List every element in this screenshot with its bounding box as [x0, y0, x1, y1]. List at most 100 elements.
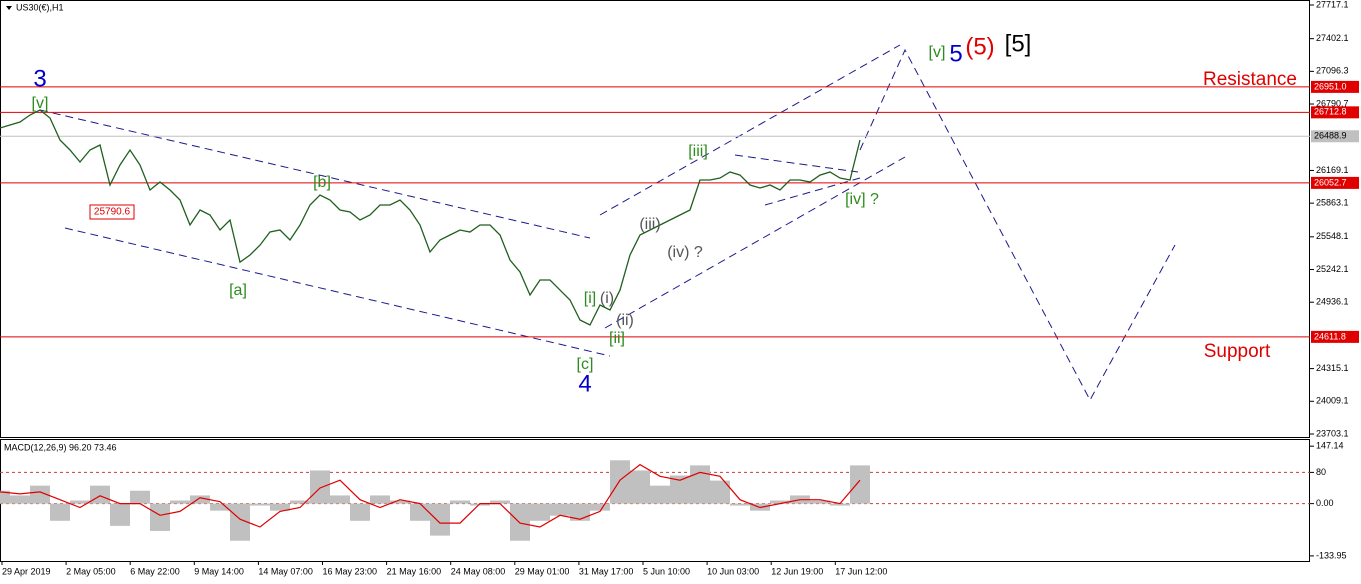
y-tick-label: 24315.1: [1316, 363, 1349, 373]
macd-bar: [530, 503, 550, 521]
macd-bar: [590, 503, 610, 511]
macd-bar: [390, 500, 410, 504]
x-tick-label: 16 May 23:00: [323, 566, 378, 576]
level-label-box: [1311, 176, 1359, 189]
y-tick-label: 24936.1: [1316, 297, 1349, 307]
price-note-box: [89, 204, 135, 220]
macd-bar: [690, 465, 710, 504]
x-tick-label: 6 May 22:00: [130, 566, 180, 576]
macd-bar: [830, 503, 850, 506]
x-tick-label: 24 May 08:00: [451, 566, 506, 576]
macd-bar: [610, 460, 630, 504]
price-line: [0, 109, 861, 326]
macd-bar: [450, 500, 470, 504]
macd-bar: [210, 503, 230, 511]
x-tick-label: 21 May 16:00: [387, 566, 442, 576]
wave-label: 25790.6: [94, 207, 131, 218]
x-tick-label: 9 May 14:00: [194, 566, 244, 576]
wave-label: [iii]: [688, 143, 708, 160]
price-panel: [0, 0, 1310, 438]
macd-bar: [410, 503, 430, 521]
x-tick-label: 17 Jun 12:00: [835, 566, 887, 576]
y-tick-label: 24009.1: [1316, 396, 1349, 406]
macd-bar: [50, 503, 70, 521]
macd-bar: [550, 503, 570, 516]
wave-label: [c]: [577, 356, 594, 373]
x-tick-label: 29 Apr 2019: [2, 566, 51, 576]
macd-bar: [350, 503, 370, 521]
macd-bar: [70, 500, 90, 504]
macd-bar: [330, 495, 350, 504]
y-tick-label: 23703.1: [1316, 428, 1349, 438]
level-label-box: [1311, 130, 1359, 143]
macd-bar: [370, 495, 390, 504]
x-tick-label: 31 May 17:00: [579, 566, 634, 576]
macd-bar: [190, 495, 210, 504]
macd-bar: [250, 503, 270, 506]
macd-bar: [650, 485, 670, 504]
macd-y-tick-label: 147.14: [1316, 441, 1344, 451]
y-tick-label: 27402.1: [1316, 33, 1349, 43]
x-tick-label: 14 May 07:00: [258, 566, 313, 576]
x-tick-label: 2 May 05:00: [66, 566, 116, 576]
wave-label: [b]: [313, 174, 331, 191]
symbol-header: US30(€),H1: [16, 2, 64, 12]
wave-label: Support: [1204, 341, 1271, 362]
wave-label: 4: [578, 370, 591, 397]
wave-label: (ii): [616, 312, 634, 329]
level-label-box: [1311, 106, 1359, 119]
x-tick-label: 12 Jun 19:00: [771, 566, 823, 576]
macd-bar: [490, 500, 510, 504]
y-tick-label: 25548.1: [1316, 231, 1349, 241]
macd-bar: [810, 500, 830, 504]
x-tick-label: 5 Jun 10:00: [643, 566, 690, 576]
level-label-box: [1311, 330, 1359, 343]
macd-bar: [310, 470, 330, 504]
level-label: 26712.8: [1314, 107, 1347, 117]
macd-bar: [90, 485, 110, 504]
y-tick-label: 26169.1: [1316, 165, 1349, 175]
y-tick-label: 27096.3: [1316, 66, 1349, 76]
macd-bar: [630, 470, 650, 504]
macd-title: MACD(12,26,9) 96.20 73.46: [4, 442, 117, 452]
menu-arrow: [6, 6, 12, 10]
wave-label: (i): [600, 290, 614, 307]
macd-bar: [770, 500, 790, 504]
wave-label: [ii]: [609, 330, 625, 347]
level-label: 24611.8: [1314, 331, 1346, 341]
wave-label: [i]: [584, 290, 596, 307]
macd-bar: [730, 503, 750, 506]
wave-label: [a]: [229, 282, 247, 299]
macd-bar: [150, 503, 170, 531]
macd-bar: [850, 465, 870, 504]
x-tick-label: 29 May 01:00: [515, 566, 570, 576]
level-label: 26488.9: [1314, 131, 1347, 141]
macd-bar: [510, 503, 530, 541]
macd-y-tick-label: -133.95: [1316, 550, 1347, 560]
macd-bar: [430, 503, 450, 536]
macd-bar: [470, 503, 490, 506]
macd-bar: [110, 503, 130, 526]
macd-y-tick-label: 80: [1316, 467, 1326, 477]
level-label-box: [1311, 80, 1359, 93]
macd-signal: [0, 463, 861, 528]
wave-label: (iii): [639, 216, 660, 233]
macd-bar: [270, 503, 290, 511]
macd-bar: [230, 503, 250, 541]
wave-label: 3: [33, 65, 46, 92]
wave-label: Resistance: [1203, 69, 1297, 90]
wave-label: (5): [965, 33, 994, 60]
macd-bar: [30, 485, 50, 504]
macd-bar: [10, 495, 30, 504]
wave-label: [v]: [929, 44, 946, 61]
level-label: 26052.7: [1314, 177, 1347, 187]
wave-label: [iv] ?: [845, 191, 879, 208]
macd-bar: [710, 480, 730, 504]
wave-label: [5]: [1005, 30, 1032, 57]
wave-label: 5: [949, 40, 962, 67]
macd-bar: [0, 490, 10, 504]
y-tick-label: 25863.1: [1316, 198, 1349, 208]
macd-bar: [130, 490, 150, 504]
macd-y-tick-label: 0.00: [1316, 498, 1334, 508]
